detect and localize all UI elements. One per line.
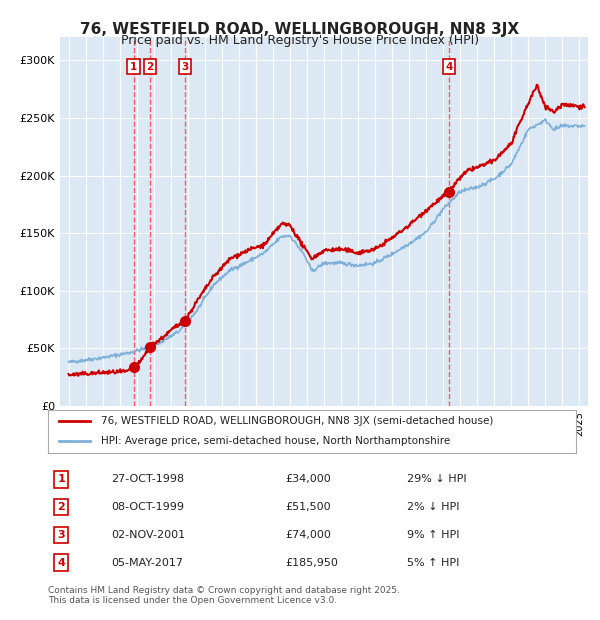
Text: 1: 1: [130, 62, 137, 72]
Text: Price paid vs. HM Land Registry's House Price Index (HPI): Price paid vs. HM Land Registry's House …: [121, 34, 479, 47]
Text: 2: 2: [58, 502, 65, 512]
Text: 4: 4: [445, 62, 453, 72]
Text: £185,950: £185,950: [286, 558, 338, 568]
Text: 4: 4: [57, 558, 65, 568]
Text: 3: 3: [181, 62, 188, 72]
Text: HPI: Average price, semi-detached house, North Northamptonshire: HPI: Average price, semi-detached house,…: [101, 436, 450, 446]
Text: 2% ↓ HPI: 2% ↓ HPI: [407, 502, 460, 512]
Text: 2: 2: [146, 62, 154, 72]
Text: Contains HM Land Registry data © Crown copyright and database right 2025.
This d: Contains HM Land Registry data © Crown c…: [48, 586, 400, 605]
Text: 3: 3: [58, 530, 65, 540]
Text: 29% ↓ HPI: 29% ↓ HPI: [407, 474, 467, 484]
Text: 08-OCT-1999: 08-OCT-1999: [112, 502, 184, 512]
Text: 76, WESTFIELD ROAD, WELLINGBOROUGH, NN8 3JX: 76, WESTFIELD ROAD, WELLINGBOROUGH, NN8 …: [80, 22, 520, 37]
Text: 9% ↑ HPI: 9% ↑ HPI: [407, 530, 460, 540]
Text: £74,000: £74,000: [286, 530, 331, 540]
Text: 1: 1: [58, 474, 65, 484]
Text: 02-NOV-2001: 02-NOV-2001: [112, 530, 185, 540]
Text: 5% ↑ HPI: 5% ↑ HPI: [407, 558, 460, 568]
Text: 27-OCT-1998: 27-OCT-1998: [112, 474, 184, 484]
Text: 76, WESTFIELD ROAD, WELLINGBOROUGH, NN8 3JX (semi-detached house): 76, WESTFIELD ROAD, WELLINGBOROUGH, NN8 …: [101, 416, 493, 426]
Text: £51,500: £51,500: [286, 502, 331, 512]
Text: 05-MAY-2017: 05-MAY-2017: [112, 558, 184, 568]
Text: £34,000: £34,000: [286, 474, 331, 484]
